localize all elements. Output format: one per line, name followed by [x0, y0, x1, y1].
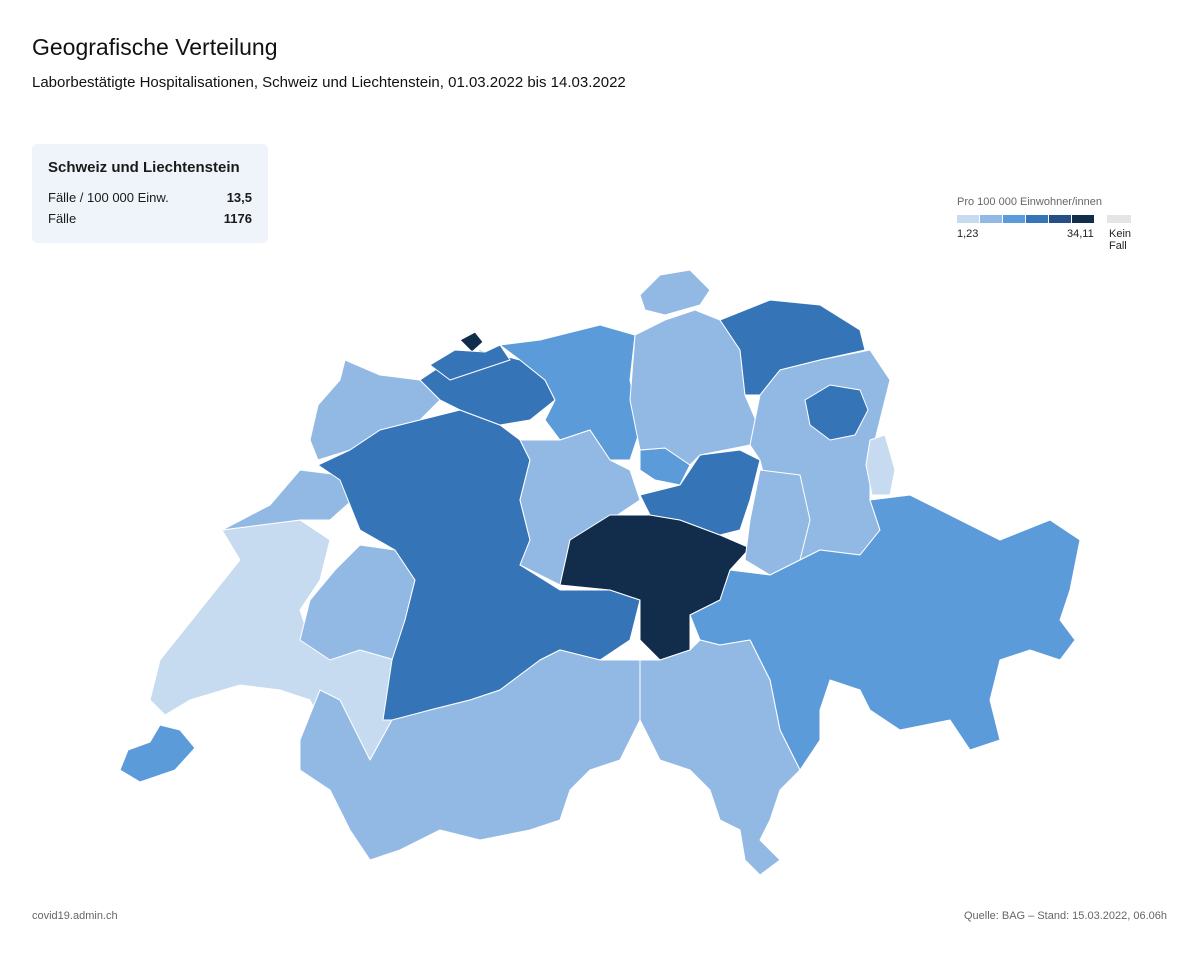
summary-value-incidence: 13,5 [226, 190, 252, 205]
legend-swatch-4 [1026, 215, 1048, 223]
region-neuchatel[interactable] [221, 469, 359, 531]
summary-row-cases: Fälle 1176 [48, 211, 252, 226]
legend-swatch-1 [957, 215, 979, 223]
legend-none-label: Kein Fall [1109, 228, 1132, 252]
region-geneva[interactable] [119, 724, 196, 783]
legend-min: 1,23 [957, 228, 979, 240]
region-schwyz[interactable] [639, 449, 761, 536]
page-title: Geografische Verteilung [32, 34, 278, 60]
legend-swatch-6 [1072, 215, 1094, 223]
legend-swatch-3 [1003, 215, 1025, 223]
region-ticino[interactable] [639, 639, 801, 876]
summary-title: Schweiz und Liechtenstein [48, 159, 240, 176]
footer-source-note: Quelle: BAG – Stand: 15.03.2022, 06.06h [963, 910, 1167, 922]
region-schaffhausen[interactable] [639, 269, 711, 316]
legend-swatch-2 [980, 215, 1002, 223]
summary-box: Schweiz und Liechtenstein Fälle / 100 00… [32, 144, 268, 243]
region-jura[interactable] [309, 359, 441, 461]
region-liechtenstein[interactable] [865, 434, 896, 496]
legend-swatch-5 [1049, 215, 1071, 223]
summary-label-incidence: Fälle / 100 000 Einw. [48, 190, 169, 205]
region-valais[interactable] [299, 649, 641, 861]
map-legend: Pro 100 000 Einwohner/innen 1,23 34,11 K… [957, 196, 1131, 252]
region-appenzell[interactable] [804, 384, 869, 441]
summary-row-incidence: Fälle / 100 000 Einw. 13,5 [48, 190, 252, 205]
page-subtitle: Laborbestätigte Hospitalisationen, Schwe… [32, 74, 626, 91]
legend-max: 34,11 [1067, 228, 1094, 240]
summary-value-cases: 1176 [223, 211, 252, 226]
region-basel-land[interactable] [429, 344, 511, 381]
legend-scale [957, 215, 1131, 223]
legend-ticks: 1,23 34,11 Kein Fall [957, 228, 1131, 252]
region-basel-stadt[interactable] [459, 331, 484, 353]
legend-title: Pro 100 000 Einwohner/innen [957, 196, 1102, 208]
summary-label-cases: Fälle [48, 211, 77, 226]
footer-source-site[interactable]: covid19.admin.ch [32, 910, 118, 922]
legend-swatch-none [1107, 215, 1131, 223]
region-glarus[interactable] [744, 469, 811, 576]
